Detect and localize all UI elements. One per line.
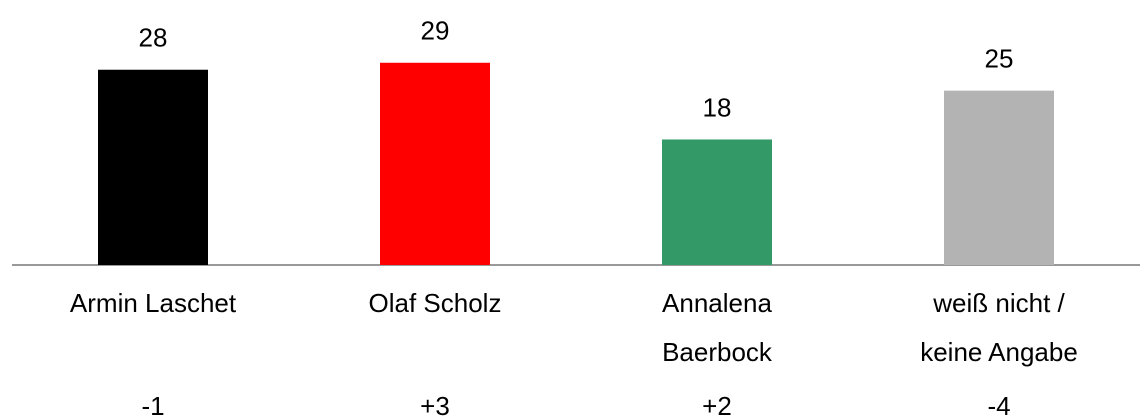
value-label: 29 [421, 16, 450, 46]
bar [944, 90, 1054, 265]
x-tick-label: weiß nicht / [932, 288, 1065, 318]
value-label: 25 [985, 44, 1014, 74]
x-tick-label: Baerbock [662, 337, 773, 367]
change-label: -4 [987, 391, 1010, 420]
x-tick-label: Armin Laschet [70, 288, 237, 318]
bar [380, 62, 490, 266]
change-label: -1 [141, 391, 164, 420]
bar [662, 139, 772, 265]
value-label: 18 [703, 92, 732, 122]
x-tick-label: keine Angabe [920, 337, 1078, 367]
x-tick-label: Olaf Scholz [369, 288, 502, 318]
bar [98, 69, 208, 265]
value-label: 28 [139, 23, 168, 53]
x-tick-label: Annalena [662, 288, 772, 318]
change-label: +3 [420, 391, 450, 420]
change-label: +2 [702, 391, 732, 420]
